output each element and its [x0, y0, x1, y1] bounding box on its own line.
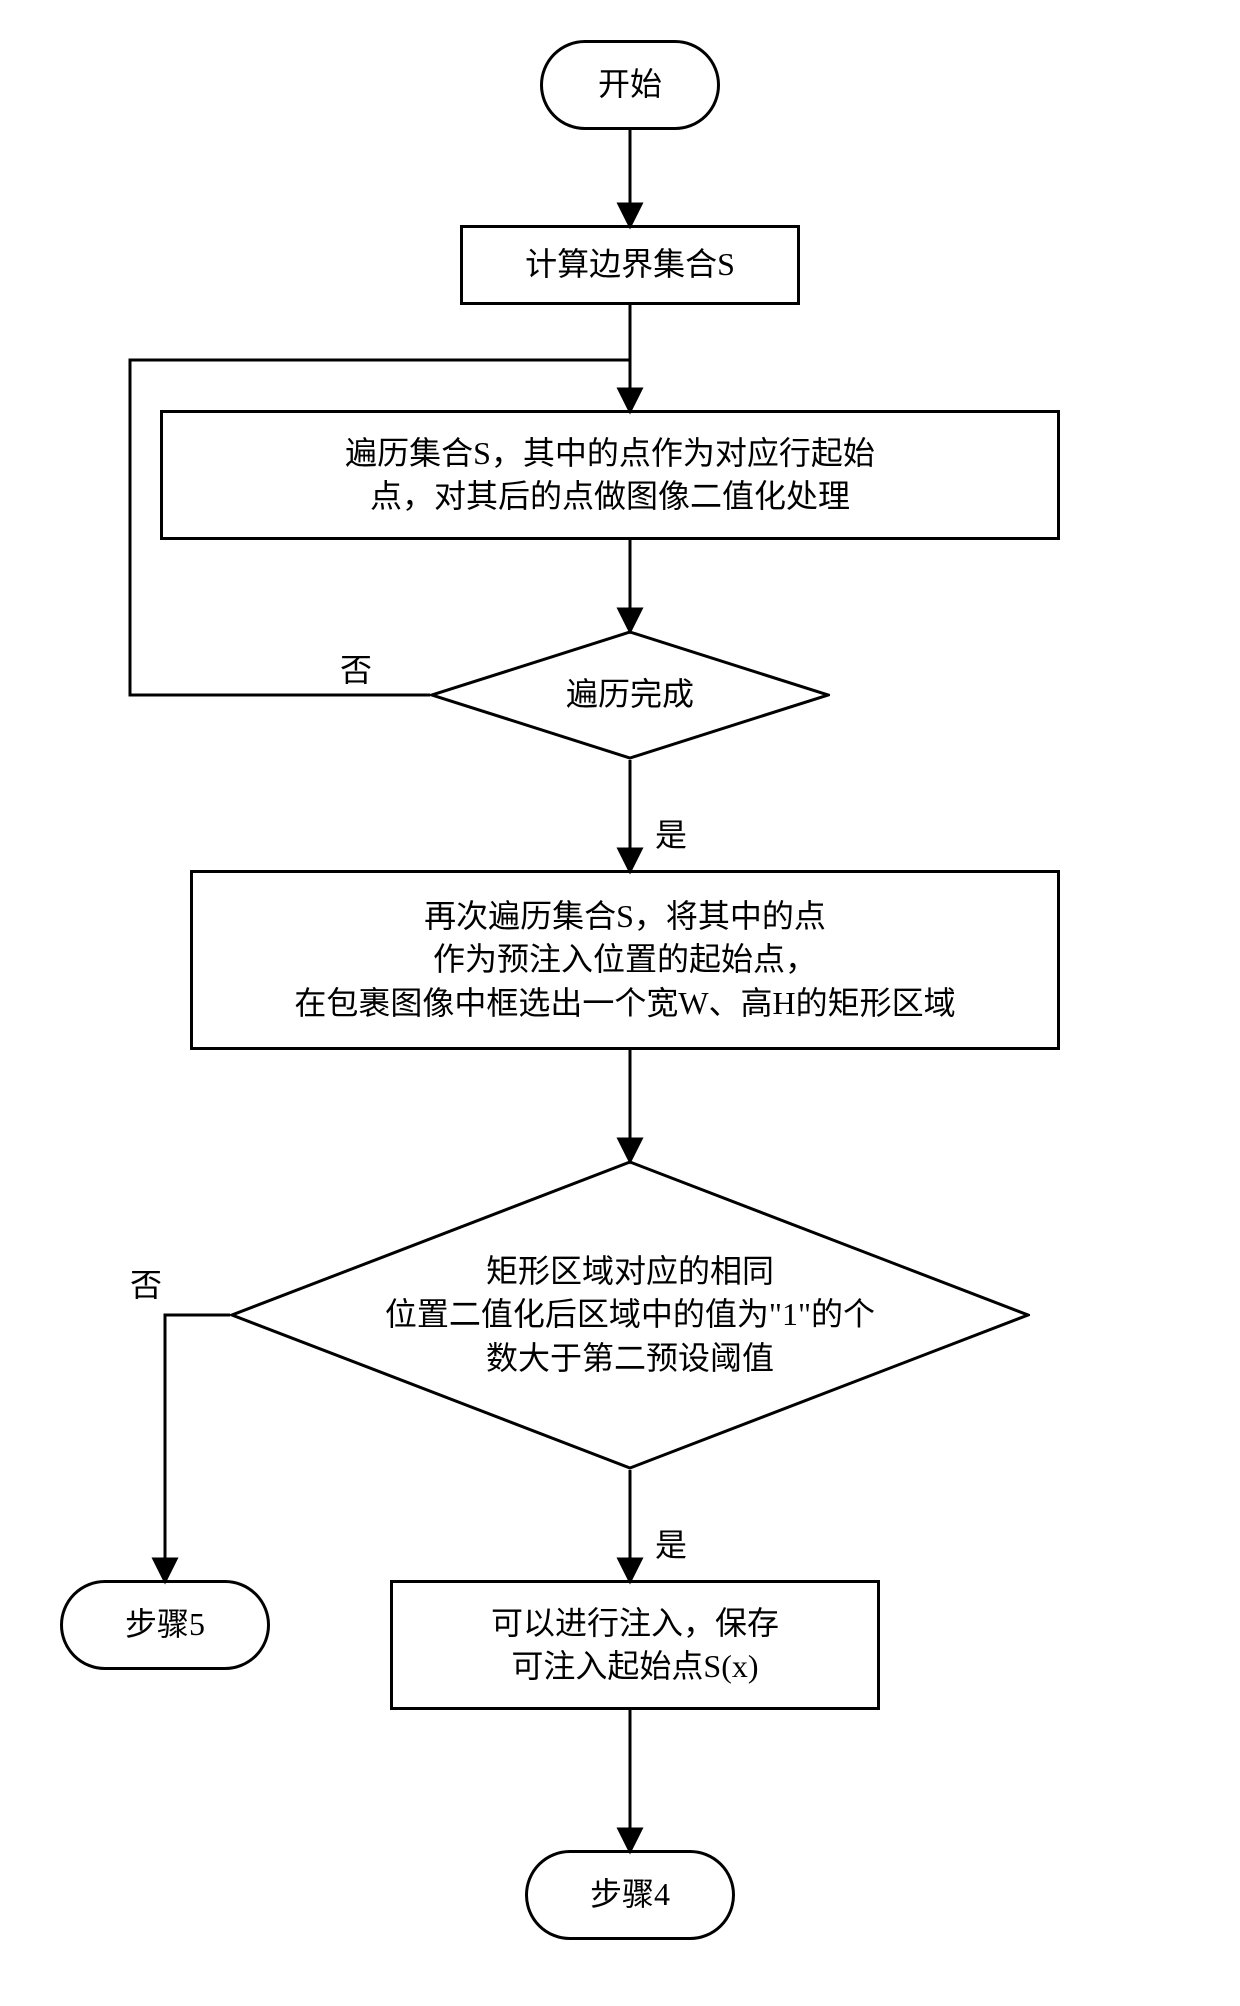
process-save-inject-point-label: 可以进行注入，保存 可注入起始点S(x): [491, 1602, 779, 1688]
decision-threshold: 矩形区域对应的相同 位置二值化后区域中的值为"1"的个 数大于第二预设阈值: [230, 1160, 1030, 1470]
decision-traverse-complete: 遍历完成: [430, 630, 830, 760]
terminator-start: 开始: [540, 40, 720, 130]
edge-label-no-1: 否: [340, 645, 372, 691]
terminator-start-label: 开始: [598, 63, 662, 106]
process-calc-boundary-set-label: 计算边界集合S: [525, 243, 735, 286]
edge-label-yes-2: 是: [655, 1520, 687, 1566]
process-calc-boundary-set: 计算边界集合S: [460, 225, 800, 305]
edge-label-yes-1: 是: [655, 810, 687, 856]
decision-traverse-complete-label: 遍历完成: [566, 673, 694, 716]
decision-threshold-label: 矩形区域对应的相同 位置二值化后区域中的值为"1"的个 数大于第二预设阈值: [385, 1250, 875, 1380]
terminator-step5-label: 步骤5: [125, 1603, 205, 1646]
edge-label-no-2: 否: [130, 1260, 162, 1306]
process-save-inject-point: 可以进行注入，保存 可注入起始点S(x): [390, 1580, 880, 1710]
terminator-step4: 步骤4: [525, 1850, 735, 1940]
process-traverse-set: 遍历集合S，其中的点作为对应行起始 点，对其后的点做图像二值化处理: [160, 410, 1060, 540]
process-traverse-again-label: 再次遍历集合S，将其中的点 作为预注入位置的起始点， 在包裹图像中框选出一个宽W…: [294, 895, 955, 1025]
terminator-step5: 步骤5: [60, 1580, 270, 1670]
process-traverse-set-label: 遍历集合S，其中的点作为对应行起始 点，对其后的点做图像二值化处理: [345, 432, 875, 518]
terminator-step4-label: 步骤4: [590, 1873, 670, 1916]
process-traverse-again: 再次遍历集合S，将其中的点 作为预注入位置的起始点， 在包裹图像中框选出一个宽W…: [190, 870, 1060, 1050]
